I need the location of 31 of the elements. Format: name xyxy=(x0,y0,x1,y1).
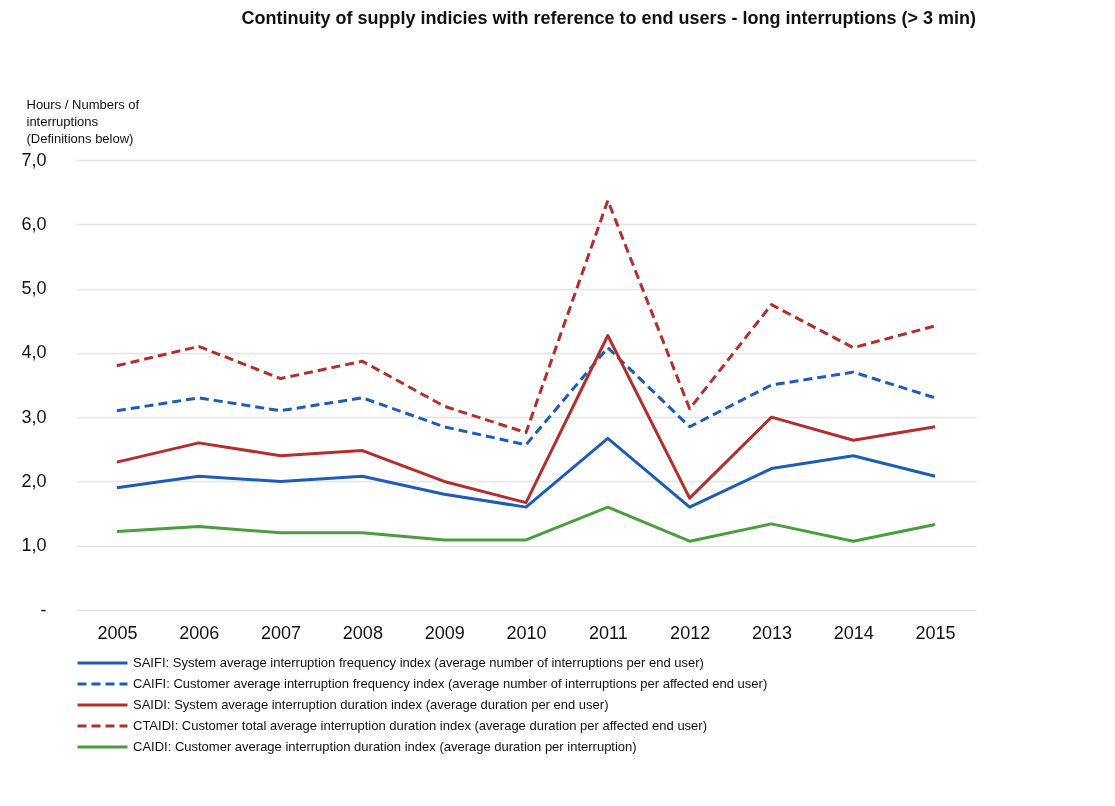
y-tick-label: 5,0 xyxy=(21,278,47,299)
x-tick-label: 2012 xyxy=(670,622,711,643)
line-series xyxy=(115,436,937,509)
legend-label: SAIDI: System average interruption duration index (average duration per end user) xyxy=(133,697,609,712)
legend-label: CTAIDI: Customer total average interruption duration index (average duration per affected end user) xyxy=(133,718,707,733)
x-tick-label: 2011 xyxy=(588,622,628,643)
x-tick-label: 2015 xyxy=(915,622,956,643)
x-tick-label: 2007 xyxy=(261,622,302,643)
y-tick-label: 4,0 xyxy=(21,342,47,363)
y-tick-label: - xyxy=(40,599,47,620)
y-tick-label: 2,0 xyxy=(21,470,47,491)
line-series xyxy=(115,199,937,435)
line-series xyxy=(115,505,937,543)
y-tick-label: 1,0 xyxy=(21,535,47,556)
y-tick-label: 6,0 xyxy=(21,213,47,234)
line-series xyxy=(115,334,937,505)
x-tick-label: 2013 xyxy=(751,622,792,643)
y-axis-title: Hours / Numbers of interruptions (Definitions below) xyxy=(26,96,140,146)
chart-title: Continuity of supply indicies with reference to end users - long interruptions (> 3 min) xyxy=(241,8,976,28)
legend-label: CAIFI: Customer average interruption frequency index (average number of interruptions per affected end user) xyxy=(133,676,768,691)
legend-label: SAIFI: System average interruption frequency index (average number of interruptions per end user) xyxy=(133,655,704,670)
line-series xyxy=(115,346,937,447)
x-tick-label: 2010 xyxy=(506,622,547,643)
y-tick-label: 7,0 xyxy=(21,149,47,170)
x-tick-label: 2014 xyxy=(833,622,874,643)
x-tick-label: 2008 xyxy=(342,622,383,643)
x-tick-label: 2006 xyxy=(179,622,220,643)
x-tick-label: 2009 xyxy=(424,622,465,643)
legend-label: CAIDI: Customer average interruption duration index (average duration per interruption) xyxy=(133,739,637,754)
x-tick-label: 2005 xyxy=(97,622,138,643)
y-tick-label: 3,0 xyxy=(21,406,47,427)
